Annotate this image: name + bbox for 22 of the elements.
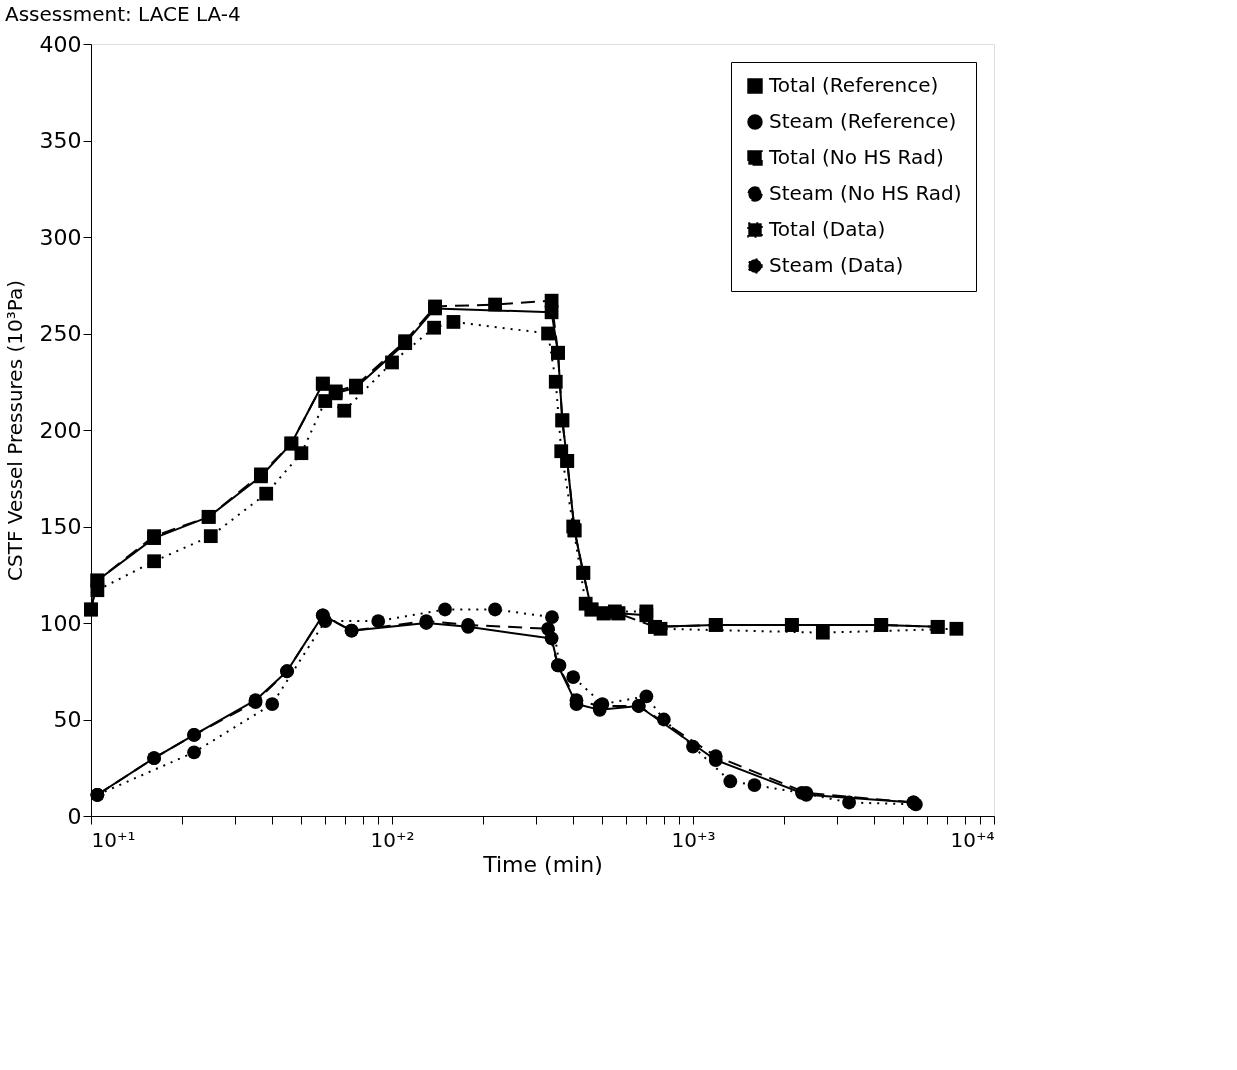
y-tick-label: 350 — [39, 128, 82, 153]
legend-label: Total (Data) — [768, 217, 886, 241]
y-tick-label: 150 — [39, 514, 82, 539]
legend-label: Steam (Data) — [769, 253, 904, 277]
x-tick-label: 10⁺³ — [671, 827, 716, 852]
y-axis-title: CSTF Vessel Pressures (10³Pa) — [2, 280, 27, 581]
legend-label: Steam (Reference) — [769, 109, 957, 133]
x-axis-title: Time (min) — [482, 851, 603, 877]
legend-label: Steam (No HS Rad) — [769, 181, 962, 205]
y-tick-label: 50 — [53, 707, 82, 732]
legend-label: Total (Reference) — [768, 73, 939, 97]
y-tick-label: 300 — [39, 224, 82, 250]
y-tick-label: 250 — [39, 321, 82, 346]
y-tick-label: 100 — [39, 610, 82, 636]
legend-label: Total (No HS Rad) — [768, 145, 944, 169]
x-tick-label: 10⁺⁴ — [950, 827, 995, 852]
y-tick-label: 0 — [67, 803, 82, 829]
y-tick-label: 400 — [39, 31, 82, 57]
chart-title: Assessment: LACE LA-4 — [5, 2, 241, 26]
x-tick-label: 10⁺² — [370, 827, 415, 852]
x-tick-label: 10⁺¹ — [91, 827, 136, 852]
y-tick-label: 200 — [39, 417, 82, 443]
